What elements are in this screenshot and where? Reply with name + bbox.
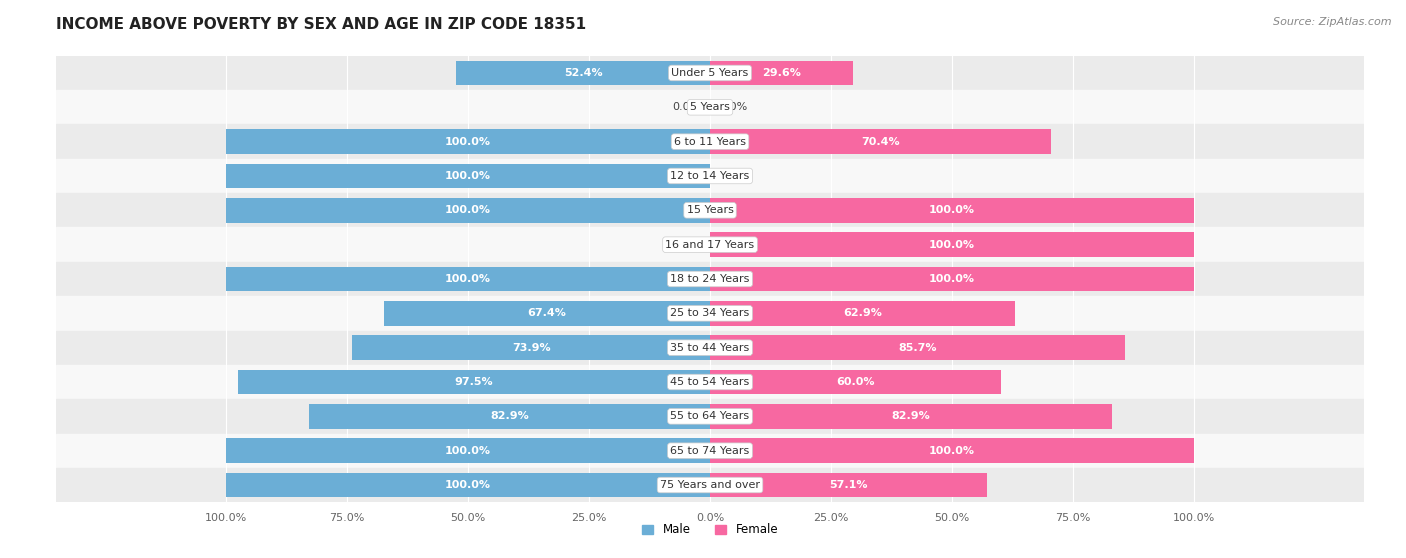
- Text: 100.0%: 100.0%: [444, 205, 491, 215]
- Bar: [56, 193, 1364, 228]
- Text: 75 Years and over: 75 Years and over: [659, 480, 761, 490]
- Bar: [710, 301, 1015, 326]
- Bar: [56, 159, 1364, 193]
- Text: 100.0%: 100.0%: [929, 446, 976, 456]
- Text: 100.0%: 100.0%: [444, 274, 491, 284]
- Text: 65 to 74 Years: 65 to 74 Years: [671, 446, 749, 456]
- Legend: Male, Female: Male, Female: [637, 518, 783, 541]
- Bar: [226, 129, 710, 154]
- Text: 100.0%: 100.0%: [444, 446, 491, 456]
- Bar: [710, 369, 1001, 395]
- Bar: [56, 365, 1364, 399]
- Bar: [308, 404, 710, 429]
- Bar: [56, 434, 1364, 468]
- Text: 67.4%: 67.4%: [527, 309, 567, 318]
- Bar: [352, 335, 710, 360]
- Bar: [56, 330, 1364, 365]
- Bar: [710, 129, 1050, 154]
- Text: 0.0%: 0.0%: [672, 240, 700, 249]
- Bar: [226, 439, 710, 463]
- Bar: [710, 473, 987, 497]
- Bar: [710, 335, 1125, 360]
- Text: 35 to 44 Years: 35 to 44 Years: [671, 343, 749, 353]
- Text: 52.4%: 52.4%: [564, 68, 602, 78]
- Text: 29.6%: 29.6%: [762, 68, 801, 78]
- Text: 100.0%: 100.0%: [444, 137, 491, 147]
- Bar: [710, 267, 1194, 291]
- Bar: [56, 296, 1364, 330]
- Text: 82.9%: 82.9%: [489, 411, 529, 421]
- Bar: [56, 124, 1364, 159]
- Bar: [710, 61, 853, 85]
- Bar: [238, 369, 710, 395]
- Text: Source: ZipAtlas.com: Source: ZipAtlas.com: [1274, 17, 1392, 27]
- Text: 25 to 34 Years: 25 to 34 Years: [671, 309, 749, 318]
- Text: 100.0%: 100.0%: [444, 171, 491, 181]
- Bar: [226, 473, 710, 497]
- Bar: [226, 198, 710, 223]
- Text: 60.0%: 60.0%: [837, 377, 875, 387]
- Bar: [226, 267, 710, 291]
- Text: 0.0%: 0.0%: [720, 171, 748, 181]
- Bar: [710, 439, 1194, 463]
- Text: 6 to 11 Years: 6 to 11 Years: [673, 137, 747, 147]
- Bar: [710, 232, 1194, 257]
- Text: 0.0%: 0.0%: [672, 102, 700, 112]
- Text: 12 to 14 Years: 12 to 14 Years: [671, 171, 749, 181]
- Text: 55 to 64 Years: 55 to 64 Years: [671, 411, 749, 421]
- Text: Under 5 Years: Under 5 Years: [672, 68, 748, 78]
- Bar: [56, 399, 1364, 434]
- Text: 57.1%: 57.1%: [830, 480, 868, 490]
- Bar: [56, 468, 1364, 502]
- Bar: [56, 56, 1364, 90]
- Text: 15 Years: 15 Years: [686, 205, 734, 215]
- Text: 18 to 24 Years: 18 to 24 Years: [671, 274, 749, 284]
- Bar: [710, 198, 1194, 223]
- Text: 16 and 17 Years: 16 and 17 Years: [665, 240, 755, 249]
- Text: 70.4%: 70.4%: [862, 137, 900, 147]
- Bar: [56, 228, 1364, 262]
- Text: 5 Years: 5 Years: [690, 102, 730, 112]
- Text: INCOME ABOVE POVERTY BY SEX AND AGE IN ZIP CODE 18351: INCOME ABOVE POVERTY BY SEX AND AGE IN Z…: [56, 17, 586, 32]
- Text: 100.0%: 100.0%: [929, 240, 976, 249]
- Bar: [226, 163, 710, 189]
- Text: 85.7%: 85.7%: [898, 343, 936, 353]
- Text: 45 to 54 Years: 45 to 54 Years: [671, 377, 749, 387]
- Bar: [384, 301, 710, 326]
- Text: 62.9%: 62.9%: [844, 309, 882, 318]
- Bar: [56, 90, 1364, 124]
- Bar: [710, 404, 1112, 429]
- Text: 100.0%: 100.0%: [444, 480, 491, 490]
- Text: 100.0%: 100.0%: [929, 274, 976, 284]
- Text: 0.0%: 0.0%: [720, 102, 748, 112]
- Bar: [56, 262, 1364, 296]
- Bar: [457, 61, 710, 85]
- Text: 73.9%: 73.9%: [512, 343, 550, 353]
- Text: 97.5%: 97.5%: [454, 377, 494, 387]
- Text: 100.0%: 100.0%: [929, 205, 976, 215]
- Text: 82.9%: 82.9%: [891, 411, 931, 421]
